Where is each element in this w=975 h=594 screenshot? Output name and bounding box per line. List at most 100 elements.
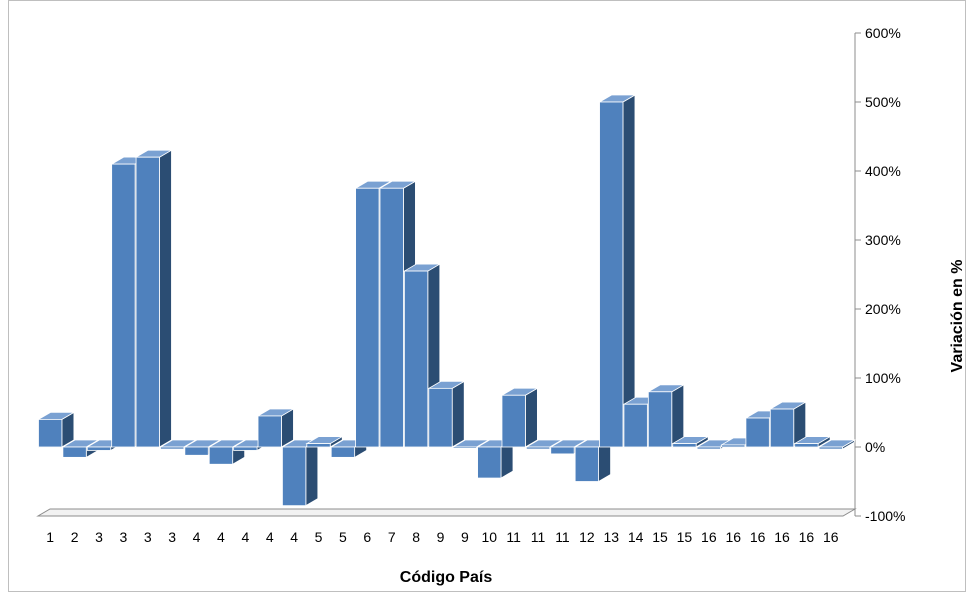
x-tick-label: 6: [363, 529, 371, 545]
bar: [256, 408, 295, 448]
bar-front: [647, 391, 673, 448]
x-tick-label: 9: [461, 529, 469, 545]
bar: [37, 411, 76, 448]
x-tick-label: 14: [628, 529, 644, 545]
bar-front: [330, 446, 356, 458]
x-tick-label: 11: [555, 529, 570, 545]
x-tick-label: 16: [725, 529, 741, 545]
bar-front: [721, 444, 746, 448]
bar-side: [524, 387, 538, 448]
bar-front: [62, 446, 87, 458]
bar-front: [379, 187, 404, 448]
x-tick-label: 11: [506, 529, 521, 545]
bar-side: [622, 94, 636, 448]
bar-front: [135, 156, 160, 448]
x-tick-label: 16: [774, 529, 790, 545]
x-tick-label: 7: [388, 529, 396, 545]
x-tick-label: 4: [193, 529, 201, 545]
y-tick-label: 500%: [865, 94, 901, 110]
bar: [305, 435, 344, 448]
x-tick-label: 3: [119, 529, 127, 545]
bar-front: [233, 446, 258, 451]
x-tick-label: 9: [437, 529, 445, 545]
bar-front: [574, 446, 599, 482]
bar: [646, 384, 686, 448]
y-tick-label: 300%: [865, 232, 901, 248]
y-axis-title: Variación en %: [949, 260, 966, 373]
bar-front: [184, 446, 209, 456]
bar: [768, 401, 808, 448]
y-tick-label: 0%: [865, 439, 885, 455]
x-tick-label: 2: [71, 529, 79, 545]
x-tick-label: 4: [241, 529, 249, 545]
bar-front: [818, 446, 843, 450]
bar-front: [355, 187, 380, 448]
bar: [500, 387, 539, 448]
x-tick-label: 11: [531, 529, 546, 545]
bar-front: [38, 418, 63, 448]
bar: [427, 380, 466, 448]
bar: [280, 439, 320, 507]
bar-front: [111, 163, 136, 448]
x-tick-label: 15: [677, 529, 693, 545]
x-tick-label: 1: [46, 529, 54, 545]
bar-front: [769, 408, 795, 448]
x-tick-label: 15: [652, 529, 668, 545]
x-tick-label: 16: [750, 529, 766, 545]
bar-side: [451, 380, 465, 448]
bar: [134, 149, 173, 448]
bar-front: [477, 446, 502, 479]
x-tick-label: 5: [339, 529, 347, 545]
bar: [793, 435, 832, 448]
labels: 600%500%400%300%200%100%0%-100%1 2 3 3 3 3 4 4 4…: [46, 25, 905, 545]
y-tick-label: 400%: [865, 163, 901, 179]
x-axis-title: Código País: [400, 569, 493, 586]
x-tick-label: 4: [290, 529, 298, 545]
bar-front: [525, 446, 551, 450]
bar-side: [159, 149, 172, 448]
bar-front: [599, 101, 624, 448]
y-tick-label: 200%: [865, 301, 901, 317]
bar-front: [160, 446, 185, 450]
bar-front: [403, 270, 429, 448]
bar-front: [452, 446, 478, 449]
x-tick-label: 13: [603, 529, 619, 545]
bar-front: [696, 446, 721, 450]
bar-front: [86, 446, 112, 451]
bar-front: [208, 446, 234, 465]
bar-front: [623, 403, 648, 448]
x-tick-label: 5: [315, 529, 323, 545]
chart-floor: [36, 508, 857, 517]
x-tick-label: 10: [481, 529, 497, 545]
bar: [573, 439, 613, 483]
x-tick-label: 16: [799, 529, 815, 545]
bar-front: [745, 417, 770, 448]
x-tick-label: 4: [217, 529, 225, 545]
x-tick-label: 8: [412, 529, 420, 545]
x-tick-label: 16: [823, 529, 839, 545]
bar-front: [550, 446, 575, 455]
bar-side: [305, 439, 319, 507]
x-tick-label: 3: [144, 529, 152, 545]
x-tick-label: 3: [95, 529, 103, 545]
bar-front: [257, 415, 282, 448]
bar-front: [282, 446, 307, 507]
y-tick-label: -100%: [865, 508, 905, 524]
bars: [37, 94, 856, 507]
bar: [671, 435, 710, 448]
bar: [207, 439, 247, 465]
bar-front: [672, 443, 697, 448]
bar-front: [428, 387, 453, 448]
bar-front: [794, 443, 819, 448]
x-tick-label: 16: [701, 529, 717, 545]
x-tick-label: 4: [266, 529, 274, 545]
bar-side: [671, 384, 685, 448]
bar: [817, 439, 856, 450]
y-tick-label: 100%: [865, 370, 901, 386]
y-tick-label: 600%: [865, 25, 901, 41]
bar: [598, 94, 637, 448]
x-tick-label: 12: [579, 529, 595, 545]
bar-front: [306, 443, 331, 448]
bar-front: [501, 394, 526, 448]
